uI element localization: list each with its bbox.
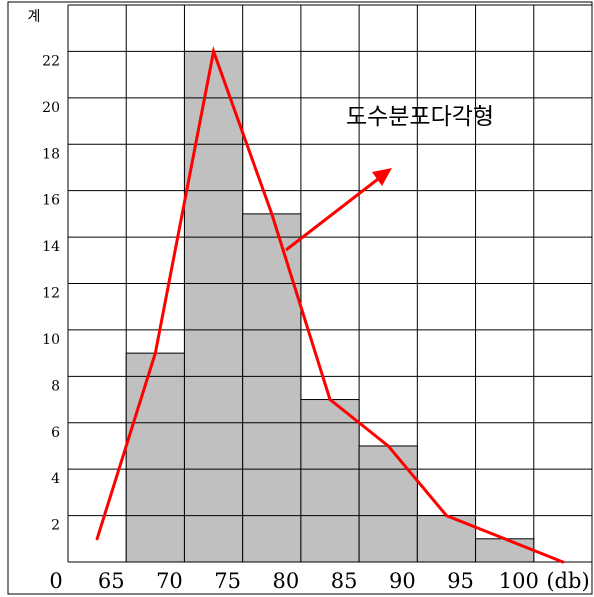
polygon-point	[444, 514, 448, 518]
polygon-point	[95, 537, 99, 541]
histogram-bar	[300, 399, 360, 563]
y-tick-label: 4	[51, 471, 60, 487]
y-tick-label: 18	[42, 146, 60, 162]
arrow-head	[372, 168, 392, 186]
polygon-point	[386, 444, 390, 448]
x-axis-origin-label: 0	[49, 569, 62, 593]
histogram-bar	[358, 445, 418, 563]
histogram-bar	[183, 50, 244, 563]
y-axis-top-label: 계	[28, 9, 41, 25]
histogram-bar	[242, 213, 302, 563]
annotation-arrow	[285, 168, 392, 252]
histogram-bar	[475, 538, 535, 563]
y-tick-label: 8	[51, 378, 60, 394]
polygon-point	[328, 398, 332, 402]
y-tick-label: 6	[51, 425, 60, 441]
polygon-point	[212, 49, 216, 53]
histogram-bars	[125, 50, 535, 563]
x-tick-label: 75	[214, 569, 241, 593]
y-tick-label: 22	[42, 53, 60, 69]
frequency-polygon	[95, 45, 565, 564]
x-tick-label: 85	[331, 569, 358, 593]
y-tick-label: 10	[42, 332, 60, 348]
y-tick-label: 20	[42, 100, 60, 116]
x-tick-label: 70	[156, 569, 183, 593]
x-tick-label: 100	[499, 569, 539, 593]
chart-annotation: 도수분포다각형	[346, 104, 494, 130]
x-axis-unit-label: (db)	[546, 569, 589, 593]
y-tick-label: 2	[51, 518, 60, 534]
polygon-point	[153, 351, 157, 355]
y-tick-label: 14	[42, 239, 60, 255]
polygon-point	[270, 212, 274, 216]
x-tick-label: 95	[447, 569, 474, 593]
histogram-bar	[125, 352, 185, 563]
polygon-point	[503, 537, 507, 541]
y-tick-label: 16	[42, 193, 60, 209]
x-tick-label: 65	[98, 569, 125, 593]
x-tick-labels: 65 70 75 80 85 90 95 100	[98, 569, 539, 593]
y-tick-labels: 2 4 6 8 10 12 14 16 18 20 22	[42, 53, 60, 533]
x-tick-label: 80	[273, 569, 300, 593]
arrow-shaft	[285, 174, 383, 252]
y-tick-label: 12	[42, 286, 60, 302]
x-tick-label: 90	[389, 569, 416, 593]
polygon-point	[561, 560, 565, 564]
